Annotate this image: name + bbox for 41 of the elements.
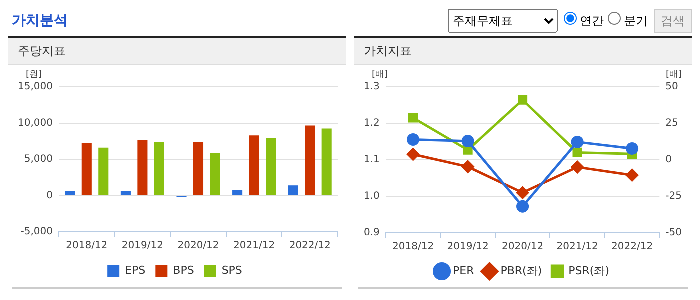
text: 검색 xyxy=(654,9,692,33)
legend-label: PSR(좌) xyxy=(568,264,610,278)
text: 가치분석 xyxy=(11,12,68,30)
y2-tick-label: -25 xyxy=(666,191,682,202)
chart-title: 주당지표 xyxy=(8,38,346,65)
x-tick-label: 2018/12 xyxy=(392,242,434,253)
y-tick-label: 15,000 xyxy=(18,82,53,93)
x-tick-label: 2021/12 xyxy=(234,240,276,252)
y2-tick-label: 25 xyxy=(666,118,678,130)
y-tick-label: 1.1 xyxy=(364,154,380,166)
legend-label: SPS xyxy=(222,264,242,277)
y2-tick-label: 0 xyxy=(666,154,672,166)
text: 연간 xyxy=(579,13,604,30)
x-tick-label: 2021/12 xyxy=(556,242,598,253)
y-tick-label: 1.0 xyxy=(364,191,380,202)
y-tick-label: 0 xyxy=(46,190,53,202)
x-tick-label: 2019/12 xyxy=(447,242,489,253)
legend-label: EPS xyxy=(125,264,146,277)
y2-axis-title: [배] xyxy=(666,70,682,80)
text: 주재무제표 xyxy=(448,9,558,33)
x-tick-label: 2019/12 xyxy=(122,240,164,252)
x-tick-label: 2022/12 xyxy=(612,242,654,253)
y-tick-label: 10,000 xyxy=(18,118,53,129)
text: 분기 xyxy=(623,13,648,30)
x-tick-label: 2020/12 xyxy=(502,242,544,253)
x-tick-label: 2022/12 xyxy=(289,240,331,252)
y-tick-label: 1.2 xyxy=(364,118,380,130)
y-axis-title: [배] xyxy=(372,70,388,80)
y-tick-label: 0.9 xyxy=(364,228,380,239)
legend-label: BPS xyxy=(173,264,194,277)
y-tick-label: -5,000 xyxy=(20,226,53,238)
y-axis-title: [원] xyxy=(26,70,42,80)
legend-label: PBR(좌) xyxy=(500,264,542,278)
y2-tick-label: -50 xyxy=(666,228,682,239)
x-tick-label: 2018/12 xyxy=(66,240,108,252)
x-tick-label: 2020/12 xyxy=(178,240,220,252)
legend-label: PER xyxy=(453,264,475,278)
y-tick-label: 1.3 xyxy=(364,82,380,93)
y-tick-label: 5,000 xyxy=(24,154,53,166)
y2-tick-label: 50 xyxy=(666,82,678,93)
chart-title: 가치지표 xyxy=(354,38,692,65)
